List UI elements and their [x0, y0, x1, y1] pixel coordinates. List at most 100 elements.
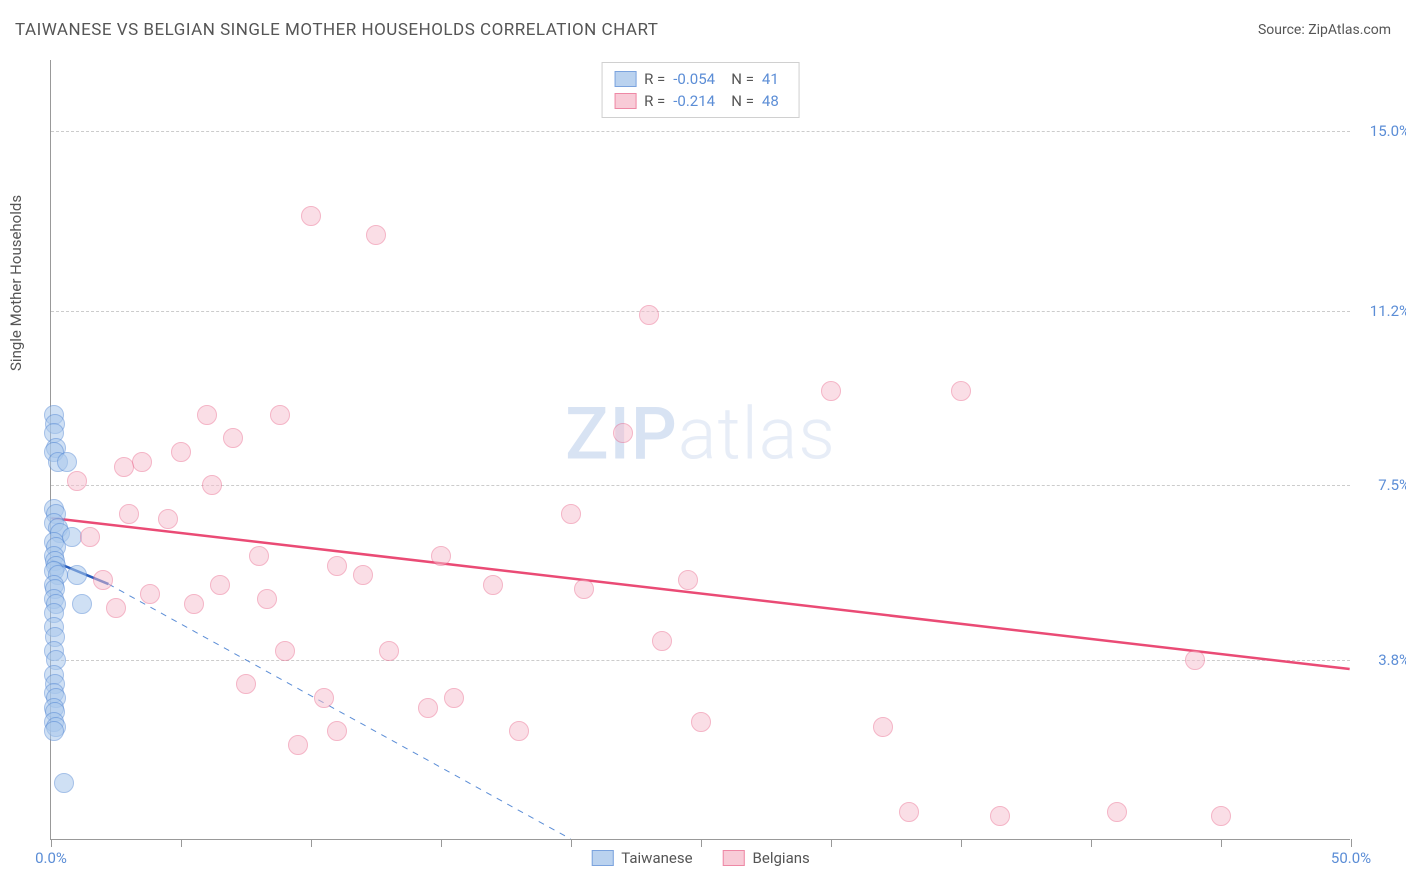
data-point	[257, 589, 277, 609]
data-point	[431, 546, 451, 566]
data-point	[444, 688, 464, 708]
gridline	[51, 660, 1350, 661]
data-point	[1107, 802, 1127, 822]
legend-swatch	[614, 93, 636, 109]
y-tick-label: 7.5%	[1355, 476, 1406, 494]
data-point	[613, 423, 633, 443]
y-tick-label: 15.0%	[1355, 122, 1406, 140]
data-point	[379, 641, 399, 661]
trend-line	[108, 584, 570, 839]
y-tick-label: 11.2%	[1355, 302, 1406, 320]
gridline	[51, 485, 1350, 486]
data-point	[1211, 806, 1231, 826]
r-value: -0.054	[673, 70, 723, 88]
data-point	[821, 381, 841, 401]
legend-swatch	[614, 71, 636, 87]
data-point	[483, 575, 503, 595]
legend-series-item: Belgians	[723, 849, 810, 867]
watermark: ZIPatlas	[565, 391, 836, 476]
x-tick-label: 50.0%	[1331, 849, 1371, 867]
data-point	[57, 452, 77, 472]
data-point	[54, 773, 74, 793]
x-tick	[1091, 839, 1092, 847]
data-point	[353, 565, 373, 585]
chart-title: TAIWANESE VS BELGIAN SINGLE MOTHER HOUSE…	[15, 20, 658, 40]
data-point	[366, 225, 386, 245]
legend-swatch	[591, 850, 613, 866]
data-point	[132, 452, 152, 472]
data-point	[171, 442, 191, 462]
n-label: N =	[731, 92, 754, 110]
data-point	[327, 721, 347, 741]
x-tick	[1221, 839, 1222, 847]
data-point	[62, 527, 82, 547]
x-tick	[1351, 839, 1352, 847]
data-point	[236, 674, 256, 694]
data-point	[899, 802, 919, 822]
data-point	[67, 471, 87, 491]
x-tick	[701, 839, 702, 847]
data-point	[184, 594, 204, 614]
data-point	[119, 504, 139, 524]
data-point	[44, 721, 64, 741]
data-point	[158, 509, 178, 529]
data-point	[561, 504, 581, 524]
data-point	[72, 594, 92, 614]
source-attribution: Source: ZipAtlas.com	[1258, 22, 1391, 38]
data-point	[202, 475, 222, 495]
r-value: -0.214	[673, 92, 723, 110]
data-point	[270, 405, 290, 425]
data-point	[288, 735, 308, 755]
x-tick	[441, 839, 442, 847]
x-tick	[831, 839, 832, 847]
data-point	[275, 641, 295, 661]
data-point	[114, 457, 134, 477]
data-point	[197, 405, 217, 425]
legend-series-label: Belgians	[753, 849, 810, 867]
data-point	[574, 579, 594, 599]
data-point	[691, 712, 711, 732]
data-point	[990, 806, 1010, 826]
data-point	[639, 305, 659, 325]
data-point	[1185, 650, 1205, 670]
data-point	[93, 570, 113, 590]
n-value: 41	[762, 70, 787, 88]
header: TAIWANESE VS BELGIAN SINGLE MOTHER HOUSE…	[15, 20, 1391, 40]
r-label: R =	[644, 70, 665, 88]
data-point	[80, 527, 100, 547]
data-point	[418, 698, 438, 718]
legend-series-item: Taiwanese	[591, 849, 692, 867]
data-point	[249, 546, 269, 566]
data-point	[210, 575, 230, 595]
x-tick	[961, 839, 962, 847]
x-tick	[51, 839, 52, 847]
legend-series: Taiwanese Belgians	[591, 849, 810, 867]
x-tick	[571, 839, 572, 847]
data-point	[67, 565, 87, 585]
data-point	[140, 584, 160, 604]
x-tick-label: 0.0%	[35, 849, 67, 867]
data-point	[652, 631, 672, 651]
legend-stats-box: R = -0.054 N = 41 R = -0.214 N = 48	[601, 62, 800, 118]
legend-swatch	[723, 850, 745, 866]
data-point	[327, 556, 347, 576]
trend-line	[51, 518, 1349, 669]
data-point	[951, 381, 971, 401]
y-axis-label: Single Mother Households	[7, 194, 25, 370]
n-value: 48	[762, 92, 787, 110]
x-tick	[181, 839, 182, 847]
legend-series-label: Taiwanese	[621, 849, 692, 867]
data-point	[106, 598, 126, 618]
r-label: R =	[644, 92, 665, 110]
x-tick	[311, 839, 312, 847]
data-point	[678, 570, 698, 590]
watermark-atlas: atlas	[678, 391, 836, 476]
y-tick-label: 3.8%	[1355, 651, 1406, 669]
legend-stats-row: R =-0.054N =41	[614, 68, 787, 90]
data-point	[223, 428, 243, 448]
data-point	[301, 206, 321, 226]
data-point	[873, 717, 893, 737]
gridline	[51, 131, 1350, 132]
chart-plot-area: ZIPatlas Single Mother Households 3.8%7.…	[50, 60, 1350, 840]
legend-stats-row: R = -0.214 N = 48	[614, 90, 787, 112]
